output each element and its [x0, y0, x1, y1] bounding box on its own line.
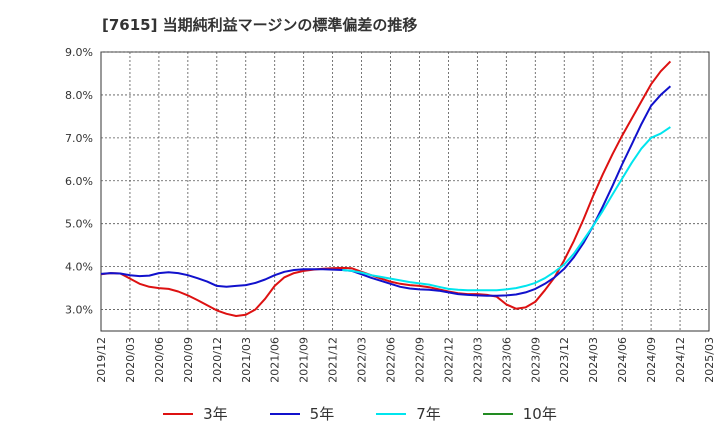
series-line-2 [342, 126, 671, 292]
legend-item-3y: 3年 [163, 403, 228, 424]
x-tick-label: 2024/09 [645, 337, 658, 383]
x-tick-label: 2019/12 [95, 337, 108, 383]
legend-item-7y: 7年 [376, 403, 441, 424]
x-axis-ticks: 2019/12 2020/03 2020/06 2020/09 2020/12 2021/… [95, 337, 716, 383]
y-axis-ticks: 9.0% 8.0% 7.0% 6.0% 5.0% 4.0% 3.0% [65, 46, 93, 317]
x-tick-label: 2020/03 [124, 337, 137, 383]
legend-swatch-7y [376, 412, 407, 415]
x-tick-label: 2021/09 [298, 337, 311, 383]
x-tick-label: 2025/03 [703, 337, 716, 383]
y-tick-label: 6.0% [65, 175, 93, 188]
y-tick-label: 4.0% [65, 261, 93, 274]
x-tick-label: 2021/06 [269, 337, 282, 383]
legend-swatch-3y [163, 412, 194, 415]
legend-label-5y: 5年 [309, 405, 335, 423]
x-tick-label: 2022/03 [356, 337, 369, 383]
legend: 3年 5年 7年 10年 [0, 403, 720, 424]
y-tick-label: 3.0% [65, 304, 93, 317]
series-line-0 [100, 60, 672, 317]
legend-item-10y: 10年 [482, 403, 557, 424]
legend-label-10y: 10年 [522, 405, 557, 423]
plot-area [100, 51, 710, 332]
x-tick-label: 2022/09 [413, 337, 426, 383]
x-tick-label: 2022/06 [385, 337, 398, 383]
x-tick-label: 2024/06 [616, 337, 629, 383]
x-tick-label: 2020/06 [153, 337, 166, 383]
x-tick-label: 2023/06 [500, 337, 513, 383]
y-tick-label: 9.0% [65, 46, 93, 59]
y-tick-label: 7.0% [65, 132, 93, 145]
series-line-1 [100, 85, 672, 297]
x-tick-label: 2024/03 [587, 337, 600, 383]
y-tick-label: 5.0% [65, 218, 93, 231]
chart-title: [7615] 当期純利益マージンの標準偏差の推移 [102, 16, 418, 34]
x-tick-label: 2021/03 [240, 337, 253, 383]
legend-label-7y: 7年 [416, 405, 441, 423]
y-tick-label: 8.0% [65, 89, 93, 102]
x-tick-label: 2023/03 [471, 337, 484, 383]
legend-item-5y: 5年 [269, 403, 335, 424]
x-tick-label: 2022/12 [442, 337, 455, 383]
legend-label-3y: 3年 [203, 405, 228, 423]
x-tick-label: 2024/12 [674, 337, 687, 383]
series-lines [100, 60, 672, 317]
x-tick-label: 2020/09 [182, 337, 195, 383]
x-tick-label: 2023/12 [558, 337, 571, 383]
legend-swatch-5y [269, 412, 300, 415]
x-tick-label: 2021/12 [327, 337, 340, 383]
x-tick-label: 2020/12 [211, 337, 224, 383]
x-tick-label: 2023/09 [529, 337, 542, 383]
grid-lines [101, 51, 709, 331]
legend-swatch-10y [482, 412, 513, 415]
